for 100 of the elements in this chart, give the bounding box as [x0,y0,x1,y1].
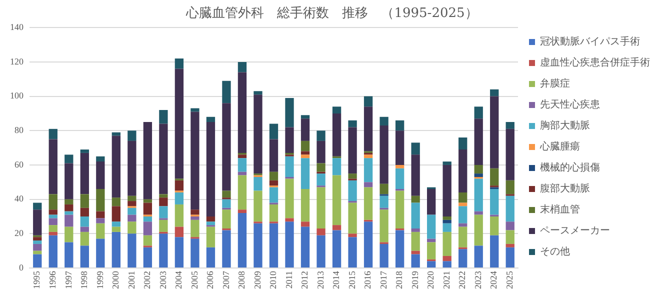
bar [80,226,89,232]
legend-label: その他 [540,246,570,258]
bar [128,208,136,215]
bar [395,120,404,131]
bar [159,124,168,194]
x-tick-label: 2012 [300,271,310,289]
bar [285,218,294,222]
bar [300,118,310,141]
x-tick-label: 2001 [126,271,136,289]
bar [332,113,342,156]
x-tick-label: 2003 [158,270,168,289]
chart-title: 心臓血管外科 総手術数 推移 （1995-2025） [185,5,478,22]
bar [364,154,373,158]
bar [80,208,89,216]
bar [64,226,74,242]
bar [190,220,200,238]
bar [128,234,136,268]
bar [411,202,420,229]
x-tick-label: 1998 [79,270,90,289]
legend-label: 先天性心疾患 [540,98,600,111]
bar [206,216,216,222]
bar [285,222,294,268]
bar [238,154,247,158]
bar [48,139,58,194]
x-tick-label: 2017 [378,270,388,289]
bar [254,176,262,191]
bar [222,190,231,198]
bar [285,178,294,218]
bar [506,196,514,222]
bar [442,220,452,224]
bar [458,192,468,203]
bar [159,234,168,268]
bar [64,214,74,227]
bar [254,190,262,222]
bar [143,247,152,268]
bar [426,261,436,268]
x-tick-label: 2008 [236,270,247,289]
bar [190,108,200,112]
bar [442,232,452,256]
bar [380,184,388,194]
y-tick-label: 140 [10,22,24,32]
bar [490,96,499,168]
bar [48,232,58,236]
bar [348,202,357,234]
x-tick-label: 2011 [284,271,294,289]
bar [159,206,168,218]
y-tick-label: 40 [14,194,24,204]
bar [254,91,262,95]
bar [458,206,468,224]
bar [300,154,310,158]
legend-label: ペースメーカー [540,226,610,237]
x-tick-label: 2000 [110,270,121,289]
bar [33,254,42,268]
bar [474,174,483,177]
bar [474,164,483,174]
bar [300,226,310,268]
bar [395,168,404,190]
bar [332,230,342,268]
bar [506,247,514,268]
bar [474,118,483,165]
bar [506,222,514,230]
x-tick-label: 2020 [426,270,436,289]
bar [506,128,514,180]
x-tick-label: 2015 [346,270,357,289]
bar [190,112,200,210]
bar [269,204,278,222]
bar [506,230,514,244]
bar [411,154,420,196]
bar [80,232,89,246]
bar [238,213,247,268]
bar [411,232,420,251]
bar [316,235,326,268]
bar [458,202,468,206]
bar [364,187,373,220]
bar [64,199,74,204]
bar [442,164,452,216]
bar [348,127,357,174]
bar [206,222,216,226]
bar [348,180,357,202]
legend-label: 腹部大動脈 [540,182,590,195]
bar [64,242,74,268]
bar [112,132,121,136]
legend-label: 冠状動脈バイパス手術 [540,36,640,48]
bar [112,222,121,227]
bar [474,106,483,119]
bar [474,214,483,246]
bar [458,223,468,227]
bar [112,206,121,222]
x-tick-label: 2010 [268,270,278,289]
bar [64,163,74,200]
x-tick-label: 2009 [252,270,262,289]
x-tick-label: 2016 [362,270,373,289]
bar [332,106,342,114]
bar [506,244,514,248]
bar [364,182,373,188]
x-tick-label: 2007 [220,270,231,289]
bar [300,189,310,222]
bar [490,189,499,215]
bar [80,152,89,194]
bar [300,115,310,119]
